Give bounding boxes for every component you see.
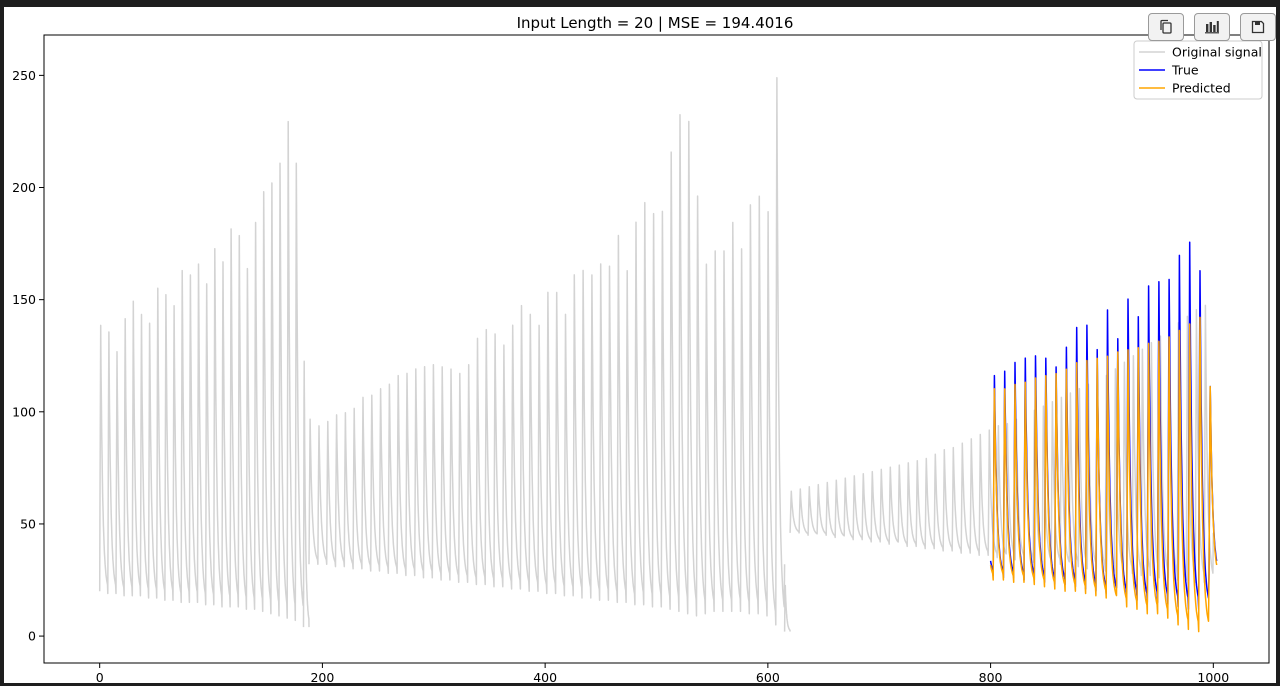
legend-label: True (1171, 63, 1199, 78)
y-tick-label: 200 (12, 180, 36, 195)
original-signal-line (98, 120, 305, 622)
chart-title: Input Length = 20 | MSE = 194.4016 (517, 14, 794, 32)
x-tick-label: 0 (96, 670, 104, 683)
legend: Original signal True Predicted (1133, 40, 1263, 100)
copy-icon (1160, 19, 1172, 34)
legend-label: Original signal (1172, 45, 1262, 60)
legend-box (1133, 40, 1263, 100)
y-axis: 0 50 100 150 200 250 (12, 68, 44, 644)
y-tick-label: 250 (12, 68, 36, 83)
x-axis: 0 200 400 600 800 1000 (96, 663, 1229, 683)
x-tick-label: 1000 (1197, 670, 1229, 683)
original-signal-line (308, 76, 786, 626)
y-tick-label: 100 (12, 404, 36, 419)
chart-button[interactable] (1194, 13, 1230, 41)
y-tick-label: 0 (28, 629, 36, 644)
plot-frame (43, 34, 1270, 664)
original-signal-line (302, 360, 310, 628)
chart: Input Length = 20 | MSE = 194.4016 0 200 4… (12, 14, 1270, 683)
save-button[interactable] (1240, 13, 1276, 41)
copy-button[interactable] (1148, 13, 1184, 41)
x-tick-label: 200 (310, 670, 334, 683)
figure: Input Length = 20 | MSE = 194.4016 0 200 4… (4, 7, 1276, 683)
x-tick-label: 800 (979, 670, 1003, 683)
original-signal-line (783, 584, 791, 632)
y-tick-label: 150 (12, 292, 36, 307)
y-tick-label: 50 (20, 516, 36, 531)
series-layer (98, 76, 1218, 633)
x-tick-label: 400 (533, 670, 557, 683)
original-signal-line (789, 304, 1215, 584)
bar-chart-icon (1205, 21, 1219, 34)
x-tick-label: 600 (756, 670, 780, 683)
save-icon (1251, 20, 1265, 34)
predicted-line (989, 316, 1218, 633)
toolbar (1148, 13, 1276, 41)
legend-label: Predicted (1172, 81, 1231, 96)
